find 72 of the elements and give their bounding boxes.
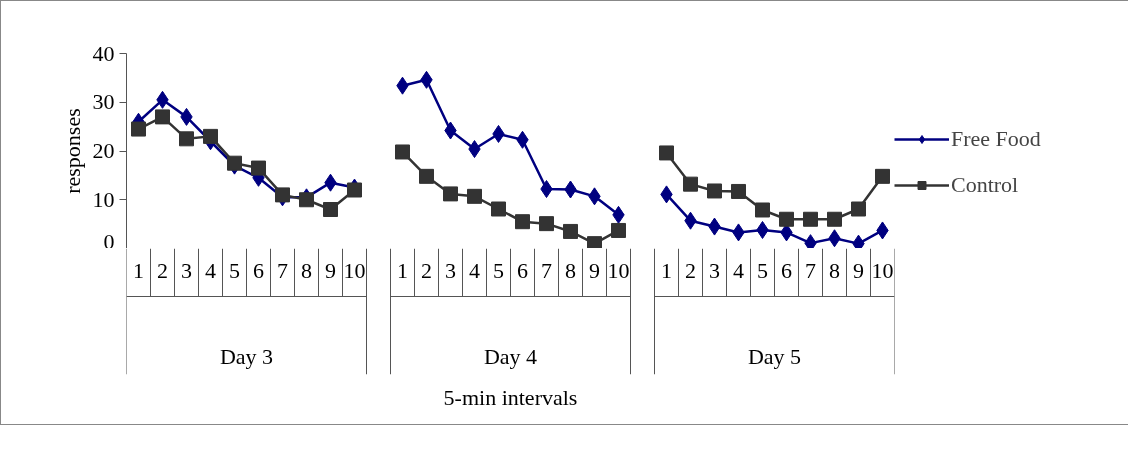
point <box>587 236 602 248</box>
x-tick-label: 4 <box>469 257 480 283</box>
x-tick-label: 6 <box>253 257 264 283</box>
x-tick-label: 7 <box>277 257 288 283</box>
x-tick-label: 3 <box>709 257 720 283</box>
y-axis-title: responses <box>59 108 85 194</box>
point <box>131 121 146 137</box>
legend-label: Control <box>951 172 1019 198</box>
x-tick-label: 9 <box>325 257 336 283</box>
point <box>203 128 218 144</box>
point <box>347 182 362 198</box>
point <box>467 188 482 204</box>
point <box>755 202 770 218</box>
x-tick-label: 8 <box>565 257 576 283</box>
text: Day 4 <box>483 344 538 369</box>
x-tick-label: 6 <box>517 257 528 283</box>
point <box>419 168 434 184</box>
x-tick-label: 6 <box>781 257 792 283</box>
point <box>563 223 578 239</box>
point <box>251 160 266 176</box>
x-tick-label: 9 <box>589 257 600 283</box>
y-tick-label: 0 <box>103 228 115 254</box>
x-tick-label: 4 <box>733 257 744 283</box>
x-tick-label: 2 <box>421 257 432 283</box>
x-tick-label: 5 <box>493 257 504 283</box>
point <box>515 214 530 230</box>
x-tick-label: 2 <box>157 257 168 283</box>
point <box>875 168 890 184</box>
point <box>659 145 674 161</box>
point <box>491 201 506 217</box>
point <box>323 202 338 217</box>
point <box>707 183 722 199</box>
point <box>827 211 842 227</box>
point <box>155 109 170 125</box>
text: Day 3 <box>219 344 274 369</box>
point <box>275 187 290 203</box>
y-tick-label: 40 <box>92 40 115 66</box>
point <box>611 222 626 238</box>
x-tick-label: 2 <box>685 257 696 283</box>
point <box>803 211 818 227</box>
point <box>179 131 194 147</box>
x-tick-label: 3 <box>445 257 456 283</box>
x-tick-label: 8 <box>301 257 312 283</box>
point <box>683 176 698 192</box>
point <box>851 201 866 217</box>
x-tick-label: 1 <box>397 257 408 283</box>
y-tick-label: 10 <box>92 186 115 212</box>
x-tick-label: 3 <box>181 257 192 283</box>
x-tick-label: 1 <box>133 257 144 283</box>
point <box>779 211 794 227</box>
y-tick-label: 30 <box>92 89 115 115</box>
x-tick-label: 8 <box>829 257 840 283</box>
point <box>299 192 314 208</box>
x-tick-label: 10 <box>343 257 366 283</box>
point <box>443 186 458 202</box>
x-tick-label: 10 <box>607 257 630 283</box>
x-tick-label: 7 <box>541 257 552 283</box>
legend-label: Free Food <box>951 126 1041 152</box>
x-tick-label: 10 <box>871 257 894 283</box>
x-tick-label: 5 <box>757 257 768 283</box>
x-tick-label: 9 <box>853 257 864 283</box>
x-tick-label: 5 <box>229 257 240 283</box>
x-tick-label: 1 <box>661 257 672 283</box>
x-tick-label: 7 <box>805 257 816 283</box>
x-tick-label: 4 <box>205 257 216 283</box>
x-axis-title: 5-min intervals <box>443 384 578 410</box>
point <box>539 216 554 232</box>
point <box>395 144 410 160</box>
point <box>227 155 242 171</box>
point <box>731 183 746 199</box>
text: Day 5 <box>747 344 802 369</box>
y-tick-label: 20 <box>92 138 115 163</box>
